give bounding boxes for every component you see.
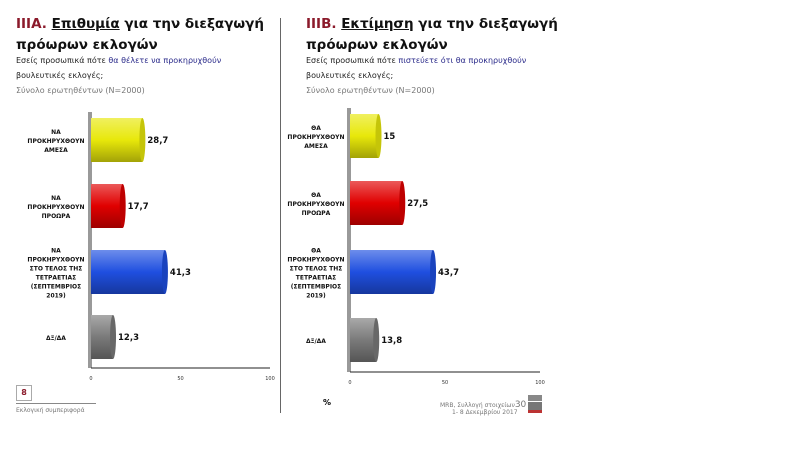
x-tick-label: 0 bbox=[89, 376, 92, 382]
category-label: ΠΡΟΚΗΡΥΧΘΟΥΝ bbox=[27, 204, 84, 211]
bar-cap bbox=[399, 181, 406, 225]
source-label: MRB, Συλλογή στοιχείων30 bbox=[440, 400, 527, 410]
category-label: ΔΞ/ΔΑ bbox=[306, 338, 326, 345]
data-label: 27,5 bbox=[407, 199, 428, 209]
category-label: 2019) bbox=[306, 293, 326, 300]
category-label: ΠΡΟΚΗΡΥΧΘΟΥΝ bbox=[287, 257, 344, 264]
category-label: (ΣΕΠΤΕΜΒΡΙΟΣ bbox=[291, 284, 342, 291]
category-label: ΘΑ bbox=[311, 125, 321, 132]
x-tick-label: 100 bbox=[265, 376, 275, 382]
right-title: IIIB. Εκτίμηση για την διεξαγωγή πρόωρων … bbox=[306, 16, 558, 53]
category-label: ΝΑ bbox=[51, 195, 61, 202]
bar bbox=[91, 250, 165, 294]
divider bbox=[280, 18, 281, 413]
data-label: 12,3 bbox=[118, 333, 139, 343]
category-label: ΑΜΕΣΑ bbox=[304, 143, 328, 150]
category-label: ΤΕΤΡΑΕΤΙΑΣ bbox=[296, 275, 337, 282]
left-question: Εσείς προσωπικά πότε θα θέλετε να προκηρ… bbox=[16, 56, 222, 95]
bar bbox=[350, 318, 377, 362]
data-label: 41,3 bbox=[170, 268, 191, 278]
percent-label: % bbox=[323, 398, 332, 407]
category-label: ΘΑ bbox=[311, 192, 321, 199]
category-label: ΣΤΟ ΤΕΛΟΣ ΤΗΣ bbox=[30, 266, 83, 273]
bar bbox=[350, 250, 434, 294]
bar-cap bbox=[139, 118, 146, 162]
data-label: 17,7 bbox=[128, 202, 149, 212]
data-label: 15 bbox=[384, 132, 396, 142]
x-tick-label: 100 bbox=[535, 380, 545, 386]
category-label: ΝΑ bbox=[51, 248, 61, 255]
bar-cap bbox=[373, 318, 380, 362]
bar bbox=[350, 114, 379, 158]
bar-cap bbox=[119, 184, 126, 228]
dates-label: 1- 8 Δεκεμβρίου 2017 bbox=[452, 409, 518, 416]
right-question: Εσείς προσωπικά πότε πιστεύετε ότι θα πρ… bbox=[306, 56, 527, 95]
y-axis bbox=[347, 108, 351, 372]
left-title: IIIA. Επιθυμία για την διεξαγωγή πρόωρων … bbox=[16, 16, 264, 53]
category-label: ΠΡΟΚΗΡΥΧΘΟΥΝ bbox=[27, 138, 84, 145]
bar-cap bbox=[161, 250, 168, 294]
data-label: 43,7 bbox=[438, 268, 459, 278]
category-label: ΠΡΟΚΗΡΥΧΘΟΥΝ bbox=[27, 257, 84, 264]
page-number: 8 bbox=[16, 385, 32, 401]
category-label: ΣΤΟ ΤΕΛΟΣ ΤΗΣ bbox=[290, 266, 343, 273]
category-label: ΠΡΟΚΗΡΥΧΘΟΥΝ bbox=[287, 134, 344, 141]
x-tick-label: 50 bbox=[442, 380, 448, 386]
x-tick-label: 50 bbox=[177, 376, 183, 382]
footer-line bbox=[16, 403, 96, 404]
bar-cap bbox=[375, 114, 382, 158]
data-label: 13,8 bbox=[381, 336, 402, 346]
category-label: ΠΡΟΚΗΡΥΧΘΟΥΝ bbox=[287, 201, 344, 208]
category-label: ΠΡΟΩΡΑ bbox=[302, 210, 331, 217]
bar-cap bbox=[430, 250, 437, 294]
y-axis bbox=[88, 112, 92, 368]
category-label: ΔΞ/ΔΑ bbox=[46, 335, 66, 342]
bar bbox=[91, 315, 114, 359]
category-label: ΑΜΕΣΑ bbox=[44, 147, 68, 154]
section-label: Εκλογική συμπεριφορά bbox=[16, 407, 85, 414]
bar-cap bbox=[110, 315, 117, 359]
category-label: 2019) bbox=[46, 293, 66, 300]
bar bbox=[91, 184, 123, 228]
category-label: ΘΑ bbox=[311, 248, 321, 255]
bar bbox=[350, 181, 403, 225]
category-label: ΤΕΤΡΑΕΤΙΑΣ bbox=[36, 275, 77, 282]
category-label: ΝΑ bbox=[51, 129, 61, 136]
bar bbox=[91, 118, 143, 162]
x-tick-label: 0 bbox=[348, 380, 351, 386]
category-label: (ΣΕΠΤΕΜΒΡΙΟΣ bbox=[31, 284, 82, 291]
data-label: 28,7 bbox=[147, 136, 168, 146]
category-label: ΠΡΟΩΡΑ bbox=[42, 213, 71, 220]
mrb-logo bbox=[528, 395, 542, 413]
